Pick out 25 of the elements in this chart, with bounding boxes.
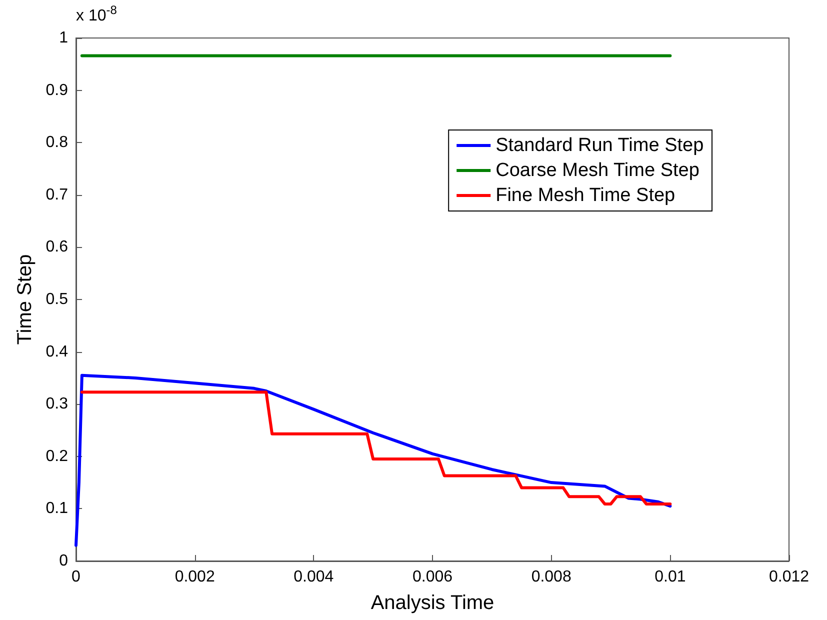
x-tick-label: 0.002 (174, 568, 215, 586)
y-tick-label: 0.5 (46, 291, 68, 308)
x-tick-label: 0 (72, 568, 81, 586)
legend-label: Fine Mesh Time Step (496, 185, 676, 206)
line-series (80, 390, 672, 506)
y-tick-label: 0.1 (46, 500, 68, 518)
y-tick-label: 0.8 (46, 134, 68, 152)
y-axis-title: Time Step (14, 254, 36, 345)
x-axis-title: Analysis Time (370, 592, 494, 614)
y-tick-label: 1 (59, 30, 68, 46)
x-tick-label: 0.004 (294, 568, 334, 586)
y-tick-label: 0.4 (46, 343, 68, 360)
y-tick-label: 0.2 (46, 448, 68, 465)
x-tick-label: 0.012 (768, 568, 810, 586)
y-tick-label: 0 (59, 552, 68, 570)
y-tick-label: 0.6 (46, 238, 68, 256)
y-tick-label: 0.3 (46, 396, 68, 413)
x-tick-label: 0.01 (654, 568, 686, 586)
y-tick-label: 0.9 (46, 82, 68, 99)
x-tick-label: 0.006 (412, 568, 453, 586)
legend-label: Coarse Mesh Time Step (496, 160, 700, 181)
y-tick-label: 0.7 (46, 186, 68, 204)
line-series (74, 374, 672, 547)
legend-label: Standard Run Time Step (496, 135, 704, 156)
x-tick-label: 0.008 (531, 568, 572, 586)
